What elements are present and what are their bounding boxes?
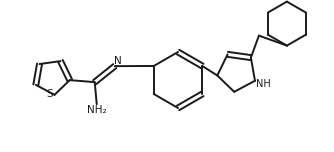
Text: NH: NH: [256, 79, 270, 89]
Text: N: N: [114, 56, 122, 66]
Text: NH₂: NH₂: [87, 105, 107, 115]
Text: S: S: [46, 89, 53, 99]
